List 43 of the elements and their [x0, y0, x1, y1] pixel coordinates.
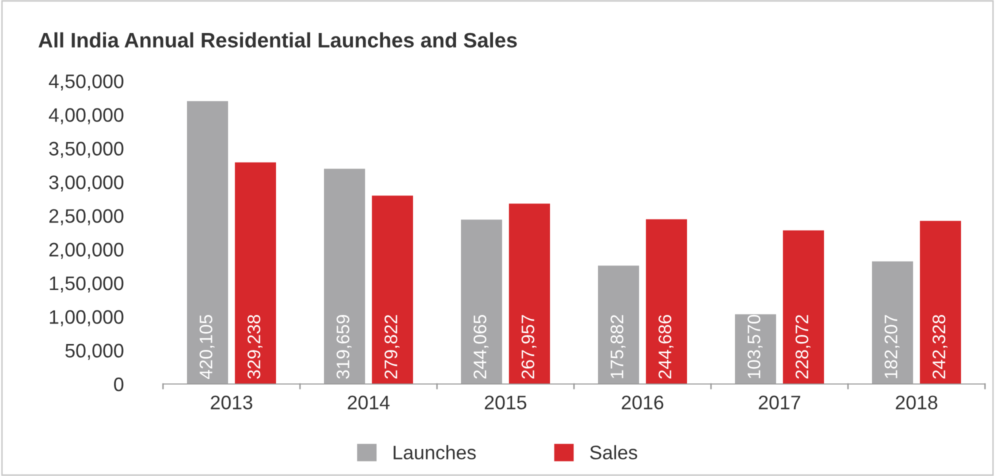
- text: 279,822: [384, 315, 400, 379]
- text: 175,882: [610, 315, 626, 378]
- text: 244,065: [474, 314, 489, 379]
- bar: [460, 220, 502, 384]
- text: 329,238: [248, 314, 262, 379]
- bar: [920, 220, 962, 384]
- y-tick-label: 1,50,000: [50, 276, 124, 293]
- text: 244,686: [658, 314, 674, 379]
- text: 103,570: [748, 314, 763, 378]
- x-tick-label: 2016: [622, 396, 664, 410]
- text: 319,659: [336, 315, 352, 379]
- y-tick-label: 3,00,000: [49, 175, 124, 192]
- legend-label: Sales: [590, 445, 638, 460]
- text: 182,207: [884, 315, 900, 378]
- y-tick-label: 1,00,000: [50, 310, 124, 326]
- bar: [234, 162, 276, 384]
- x-tick-label: 2013: [210, 396, 252, 410]
- text: 420,105: [200, 314, 215, 380]
- y-tick-label: 4,50,000: [48, 74, 124, 91]
- y-tick-label: 3,50,000: [49, 142, 124, 158]
- x-tick-label: 2015: [484, 396, 526, 410]
- bar: [186, 101, 228, 384]
- x-tick-label: 2014: [348, 396, 390, 410]
- bar: [872, 261, 914, 384]
- bar: [324, 168, 366, 384]
- bar: [598, 266, 640, 384]
- text: 267,957: [522, 315, 536, 379]
- y-tick-label: 50,000: [65, 344, 124, 360]
- bar: [734, 314, 776, 384]
- bar: [508, 204, 550, 384]
- x-tick-label: 2018: [896, 396, 938, 410]
- y-tick-label: 4,00,000: [48, 108, 124, 124]
- y-tick-label: 2,50,000: [49, 209, 124, 226]
- y-tick-label: 2,00,000: [49, 242, 124, 259]
- bar: [372, 196, 414, 384]
- x-tick-label: 2017: [758, 396, 800, 410]
- bar: [646, 219, 688, 384]
- text: 242,328: [932, 314, 948, 379]
- y-tick-label: 0: [114, 377, 124, 392]
- chart-title: All India Annual Residential Launches and Sales: [38, 32, 517, 48]
- legend-label: Launches: [394, 445, 476, 460]
- text: 228,072: [796, 315, 810, 379]
- bar: [782, 230, 824, 384]
